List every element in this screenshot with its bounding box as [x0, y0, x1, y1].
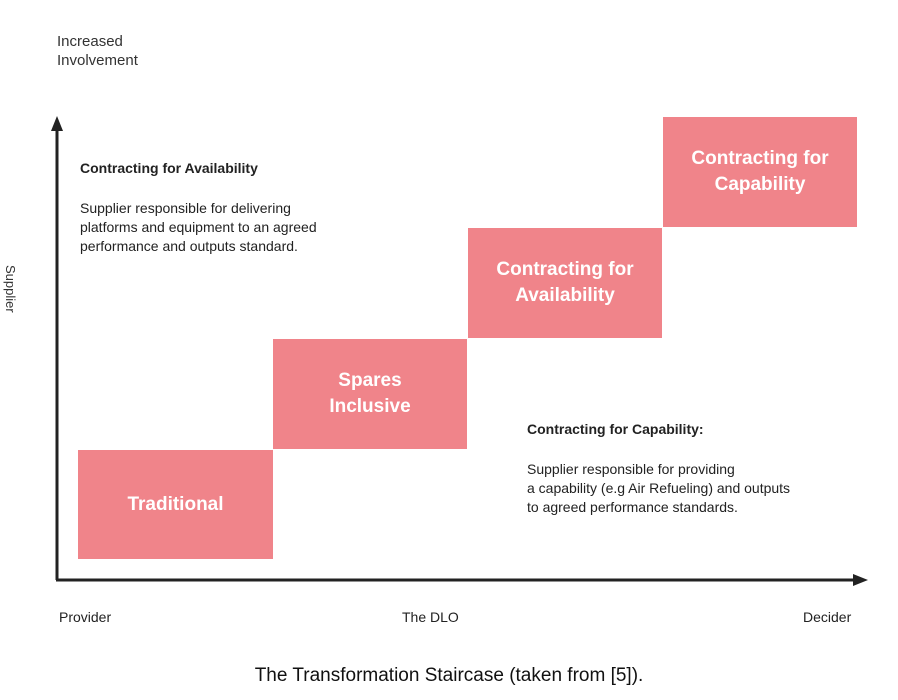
- step-spares-inclusive: Spares Inclusive: [273, 339, 467, 449]
- capability-note-body: Supplier responsible for providing a cap…: [527, 461, 791, 515]
- figure-caption: The Transformation Staircase (taken from…: [254, 665, 644, 686]
- y-axis-arrowhead: [51, 116, 63, 131]
- x-tick-the-dlo: The DLO: [402, 609, 459, 625]
- step-contracting-capability-label: Contracting for Capability: [691, 148, 829, 195]
- step-contracting-availability: Contracting for Availability: [468, 228, 662, 338]
- x-tick-decider: Decider: [803, 609, 852, 625]
- y-axis-title: Increased Involvement: [57, 33, 138, 69]
- step-contracting-availability-label: Contracting for Availability: [496, 259, 634, 306]
- step-traditional-label: Traditional: [127, 493, 224, 515]
- step-traditional: Traditional: [78, 450, 273, 559]
- step-contracting-capability: Contracting for Capability: [663, 117, 857, 227]
- x-axis-arrowhead: [853, 574, 868, 586]
- x-tick-provider: Provider: [59, 609, 112, 625]
- availability-note-body: Supplier responsible for delivering plat…: [80, 200, 317, 254]
- availability-note-title: Contracting for Availability: [80, 160, 258, 176]
- capability-note-title: Contracting for Capability:: [527, 421, 704, 437]
- step-spares-inclusive-label: Spares Inclusive: [329, 370, 411, 417]
